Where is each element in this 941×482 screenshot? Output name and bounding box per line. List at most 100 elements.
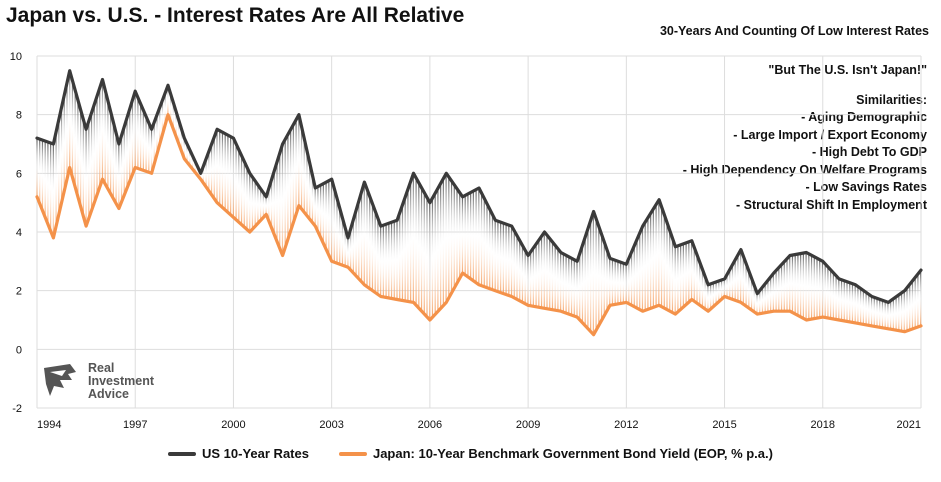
spread-line [77,99,79,197]
spread-line [890,300,892,330]
spread-line [178,120,180,144]
spread-line [486,203,488,288]
spread-line [865,292,867,325]
spread-line [707,284,709,312]
spread-line [336,198,338,264]
spread-line [513,230,515,298]
spread-line [107,100,109,189]
spread-line [701,269,704,308]
x-tick-label: 2009 [516,419,540,431]
annotation-item: - Low Savings Rates [805,180,927,194]
spread-line [816,258,818,319]
spread-line [650,213,652,309]
spread-line [800,253,802,317]
spread-line [66,82,68,180]
spread-line [459,192,461,279]
spread-line [576,261,578,317]
spread-line [120,135,123,202]
spread-line [772,273,774,312]
spread-line [131,100,134,175]
spread-line [835,275,837,320]
spread-line [399,212,401,300]
spread-line [843,280,845,321]
spread-line [690,240,693,300]
x-tick-label: 1994 [37,419,61,431]
spread-line [295,119,297,215]
spread-line [620,262,622,304]
spread-line [906,287,908,331]
spread-line [254,181,256,227]
spread-line [622,263,624,303]
spread-line [183,137,185,159]
spread-line [148,122,150,173]
spread-line [445,173,447,303]
spread-line [546,235,548,309]
spread-line [306,150,308,216]
spread-line [535,244,537,307]
annotation-item: - Large Import / Export Economy [733,127,927,142]
spread-line [388,223,390,298]
spread-line [680,244,682,310]
spread-line [710,283,712,309]
spread-line [590,220,592,332]
spread-line [467,193,469,277]
spread-line [857,286,859,324]
spread-line [216,129,218,203]
spread-line [172,102,174,130]
spread-line [352,219,354,273]
spread-line [581,245,584,323]
spread-line [453,184,455,289]
spread-line [873,297,875,327]
series-lines [35,69,923,337]
spread-line [197,167,199,176]
spread-line [592,212,594,335]
spread-line [783,261,785,312]
spread-line [423,192,425,314]
x-tick-label: 2012 [614,419,638,431]
spread-line [789,255,791,312]
spread-line [418,182,420,309]
spread-line [134,91,136,168]
spread-line [246,167,248,230]
spread-line [322,183,324,244]
x-axis-ticks: 1994 1997 2000 2003 2006 2009 2012 2015 2018 2021 [37,419,921,431]
spread-line [502,223,504,294]
spread-line [205,158,207,187]
spread-line [194,161,196,173]
legend: US 10-Year Rates Japan: 10-Year Benchmar… [0,446,941,461]
spread-line [161,100,164,135]
spread-line [720,280,723,300]
legend-item-us: US 10-Year Rates [168,446,309,461]
spread-line [311,175,314,223]
spread-line [227,135,229,213]
spread-line [69,70,71,168]
x-tick-label: 2018 [811,419,835,431]
legend-swatch-japan [338,451,367,456]
spread-line [778,267,780,312]
spread-line [519,240,521,301]
spread-line [142,110,144,171]
spread-line [276,161,278,242]
spread-line [805,252,807,320]
spread-line [562,253,564,313]
spread-line [60,107,63,203]
spread-line [82,119,84,217]
spread-line [521,245,524,303]
spread-line [595,218,597,331]
spread-line [382,225,384,297]
logo-text-line1: Real [88,361,115,375]
spread-line [407,189,409,302]
spread-line [221,132,224,208]
spread-line [404,197,406,301]
spread-line [410,181,412,302]
spread-line [497,221,499,292]
spread-line [50,143,52,232]
spread-line [557,248,559,311]
annotation-similarities-title: Similarities: [856,92,927,107]
spread-line [235,143,237,220]
spread-line [666,222,668,310]
spread-line [726,274,728,298]
spread-line [420,187,423,312]
japan-10y-line [35,113,923,337]
us-10y-line [35,69,923,304]
